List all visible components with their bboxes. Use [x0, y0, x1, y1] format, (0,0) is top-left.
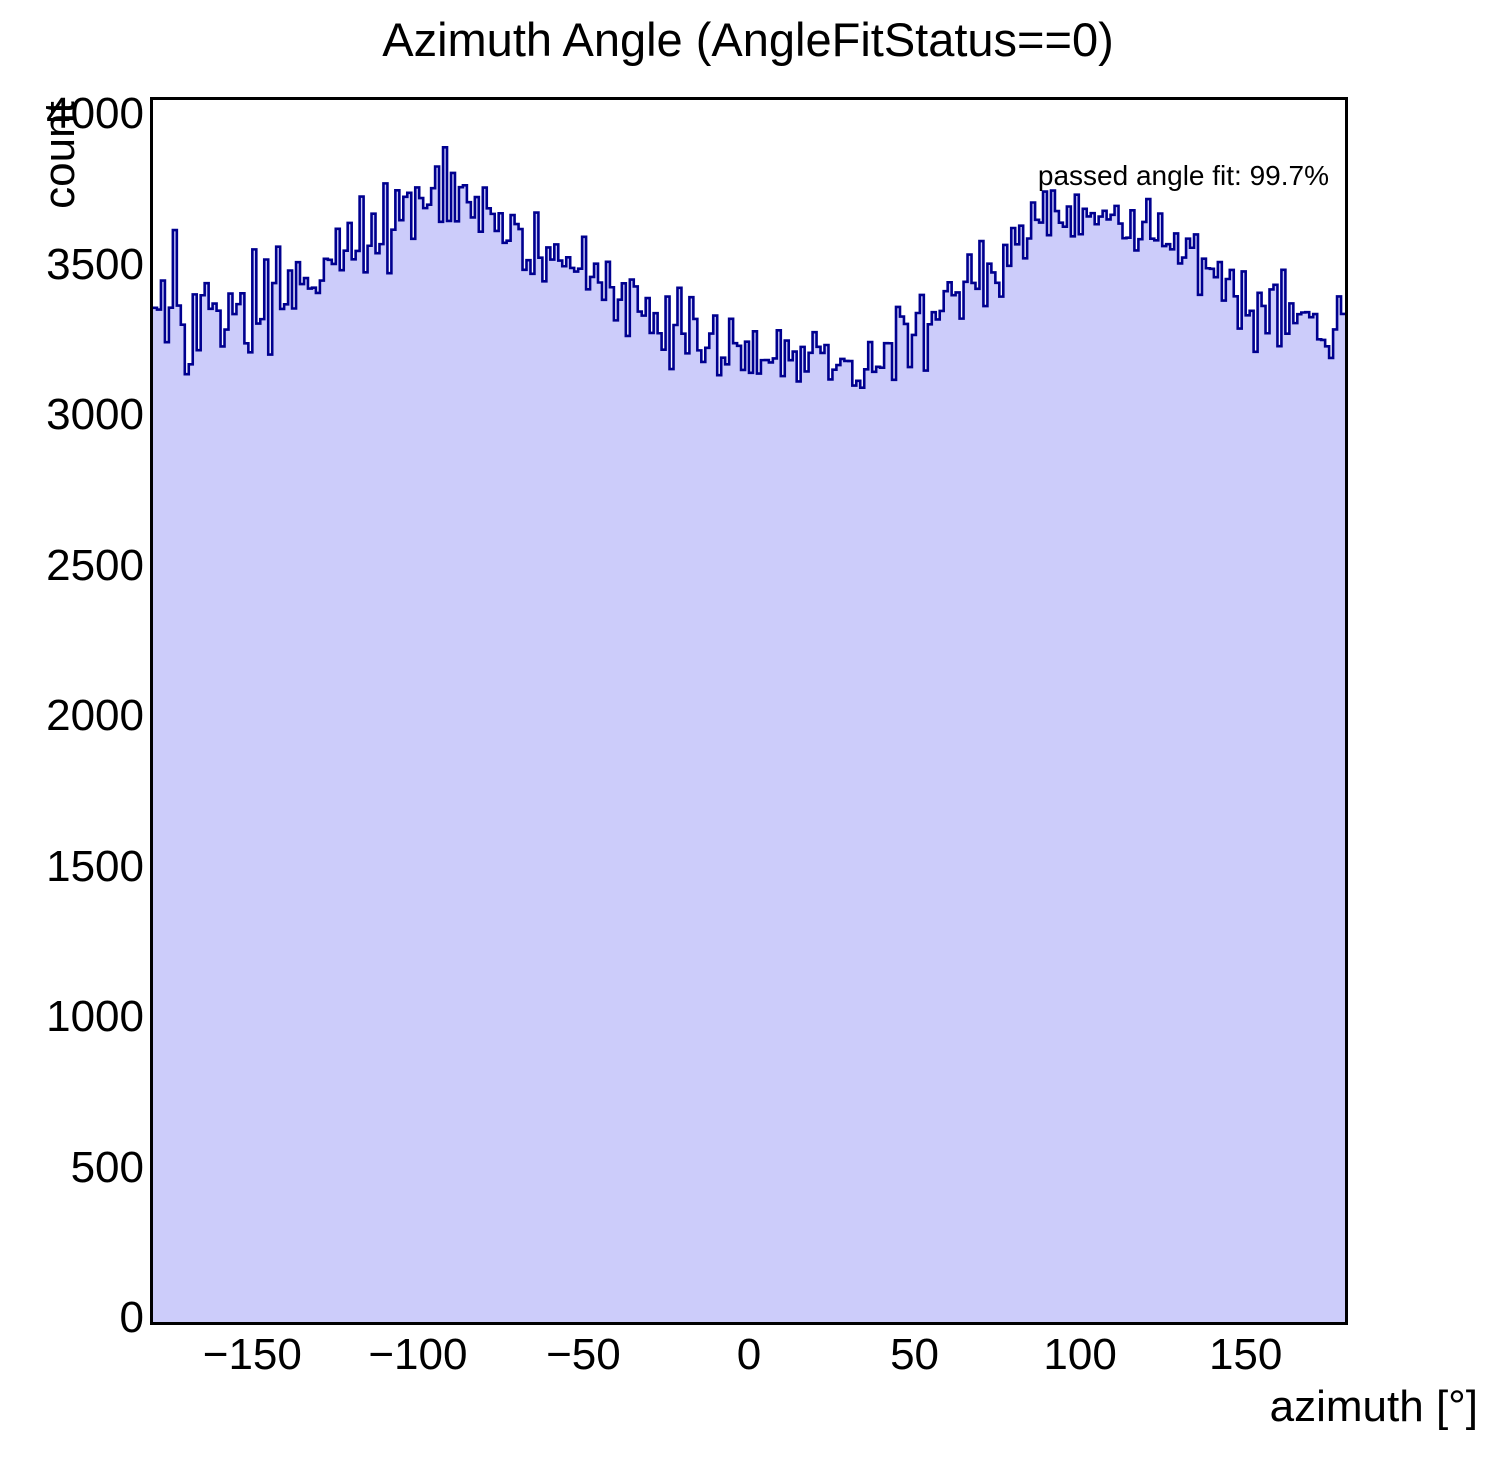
y-tick-label: 500	[70, 1142, 144, 1192]
x-axis-title: azimuth [°]	[1269, 1382, 1478, 1431]
pass-rate-annotation: passed angle fit: 99.7%	[1037, 160, 1329, 191]
y-tick-label: 4000	[46, 89, 144, 139]
y-tick-label: 3500	[46, 239, 144, 289]
page-title: Azimuth Angle (AngleFitStatus==0)	[382, 13, 1114, 66]
x-tick-label: −150	[202, 1330, 302, 1379]
y-tick-label: 1500	[46, 841, 144, 891]
x-tick-label: 100	[1043, 1330, 1117, 1379]
y-axis-title: count	[35, 101, 84, 209]
y-tick-label: 2000	[46, 691, 144, 741]
plot-frame: passed angle fit: 99.7%	[150, 97, 1348, 1325]
x-tick-label: 150	[1208, 1330, 1283, 1379]
x-tick-label: −50	[546, 1330, 621, 1379]
x-tick-label: 0	[736, 1330, 762, 1379]
x-tick-label: −100	[368, 1330, 468, 1379]
histogram-fill	[153, 147, 1345, 1322]
histogram-outline	[153, 146, 1345, 390]
y-tick-label: 1000	[46, 992, 144, 1041]
histogram-series	[153, 146, 1345, 1322]
x-tick-label: 50	[890, 1330, 940, 1379]
y-tick-label: 3000	[46, 390, 144, 440]
y-tick-label: 0	[119, 1293, 144, 1342]
y-tick-label: 2500	[46, 540, 144, 590]
